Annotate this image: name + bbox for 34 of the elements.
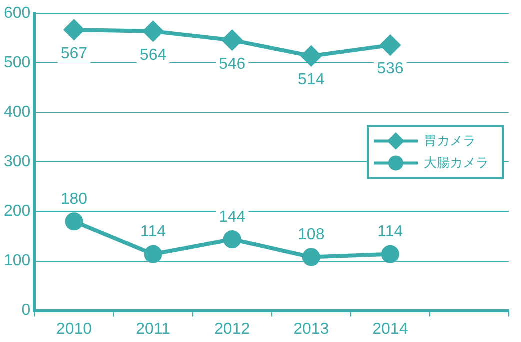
y-tick-label: 200 — [4, 203, 31, 220]
data-label: 180 — [60, 191, 88, 208]
point — [143, 21, 164, 42]
legend-label: 大腸カメラ — [424, 154, 489, 170]
point — [301, 46, 322, 66]
point — [380, 35, 400, 56]
point — [64, 20, 84, 40]
data-label: 546 — [218, 56, 246, 73]
y-tick-label: 600 — [4, 5, 31, 22]
x-tick-label: 2011 — [136, 320, 171, 338]
y-tick-label: 400 — [4, 104, 31, 122]
y-tick-label: 300 — [4, 154, 31, 171]
point — [302, 248, 320, 266]
x-tick-label: 2014 — [372, 320, 408, 338]
data-label: 567 — [60, 45, 88, 62]
point — [65, 212, 84, 231]
point — [144, 245, 162, 264]
point — [222, 30, 242, 50]
point — [223, 230, 242, 248]
point — [381, 245, 400, 264]
x-tick-label: 2012 — [214, 320, 250, 338]
x-tick-label: 2013 — [294, 320, 330, 338]
x-tick-label: 2010 — [56, 320, 92, 338]
data-label: 514 — [298, 72, 325, 89]
data-label: 536 — [377, 60, 404, 78]
data-label: 114 — [378, 224, 404, 241]
legend-label: 胃カメラ — [424, 132, 476, 148]
y-tick-label: 500 — [4, 54, 31, 72]
data-label: 108 — [298, 226, 325, 244]
data-label: 114 — [140, 224, 166, 241]
y-tick-label: 0 — [22, 302, 31, 320]
data-label: 564 — [140, 46, 167, 64]
y-tick-label: 100 — [4, 252, 31, 270]
data-label: 144 — [218, 208, 246, 226]
